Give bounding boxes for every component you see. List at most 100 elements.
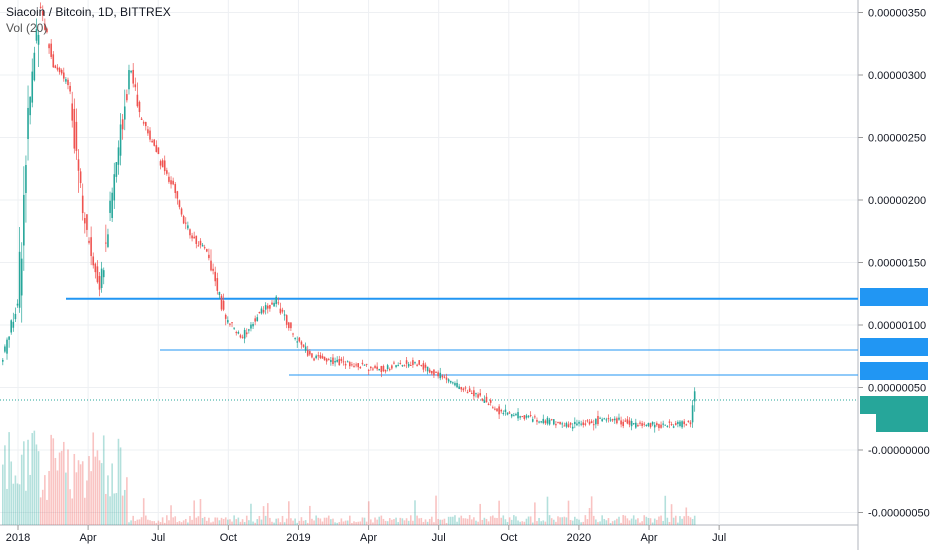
- volume-bar: [622, 515, 624, 525]
- candle-body: [483, 400, 486, 403]
- candle-body: [298, 337, 301, 342]
- volume-bar: [245, 515, 248, 525]
- volume-bar: [346, 520, 349, 525]
- candle-body: [330, 360, 332, 363]
- candle-body: [10, 320, 13, 333]
- candle-body: [60, 69, 63, 74]
- volume-bar: [279, 522, 282, 525]
- candle-body: [666, 426, 669, 428]
- candle-body: [178, 200, 181, 208]
- candle-body: [449, 380, 452, 383]
- volume-bar: [378, 516, 381, 525]
- volume-bar: [418, 518, 420, 525]
- volume-bar: [62, 441, 65, 525]
- candle-body: [20, 258, 23, 296]
- candle-body: [25, 164, 27, 193]
- volume-bar: [309, 505, 311, 525]
- candle-body: [159, 161, 162, 166]
- volume-bar: [233, 515, 235, 525]
- volume-bar: [96, 450, 99, 525]
- volume-bar: [370, 519, 372, 525]
- x-tick-label: Jul: [712, 532, 726, 544]
- candle-body: [681, 421, 683, 428]
- volume-bar: [613, 520, 616, 525]
- volume-bar: [555, 521, 557, 525]
- volume-bar: [155, 522, 158, 525]
- volume-bar: [180, 522, 183, 525]
- candle-body: [138, 101, 141, 113]
- volume-bar: [27, 439, 29, 525]
- candle-body: [687, 420, 690, 423]
- candle-body: [544, 420, 547, 424]
- volume-bar: [662, 520, 664, 525]
- volume-bar: [647, 517, 650, 525]
- volume-bar: [454, 515, 456, 525]
- volume-indicator-label[interactable]: Vol (20): [6, 21, 48, 35]
- candle-body: [504, 409, 507, 413]
- candle-body: [473, 390, 475, 397]
- candle-body: [513, 415, 515, 417]
- volume-bar: [325, 517, 328, 525]
- candle-body: [609, 419, 612, 421]
- volume-bar: [306, 522, 309, 525]
- candle-body: [168, 176, 170, 182]
- volume-bar: [470, 519, 473, 525]
- candle-body: [218, 291, 221, 296]
- volume-bar: [201, 518, 204, 525]
- candle-body: [428, 369, 431, 373]
- volume-bar: [109, 496, 111, 525]
- candle-body: [69, 85, 71, 92]
- y-tick-label: -0.00000000: [868, 445, 930, 457]
- candle-body: [653, 424, 656, 428]
- volume-bar: [531, 522, 534, 525]
- volume-bar: [260, 519, 263, 525]
- candle-body: [107, 234, 109, 247]
- candle-body: [8, 336, 10, 340]
- candle-body: [306, 350, 309, 356]
- volume-bar: [262, 506, 265, 525]
- candle-body: [233, 327, 235, 329]
- volume-bar: [264, 515, 267, 525]
- candle-body: [391, 365, 393, 369]
- candle-body: [649, 423, 652, 428]
- volume-bar: [641, 521, 643, 525]
- volume-bar: [10, 461, 13, 525]
- volume-bar: [84, 497, 86, 525]
- candle-body: [458, 386, 460, 389]
- candle-body: [628, 420, 631, 425]
- volume-bar: [403, 520, 406, 525]
- candle-body: [563, 425, 566, 427]
- volume-bar: [227, 519, 229, 525]
- candle-body: [260, 308, 263, 314]
- candle-body: [258, 312, 261, 314]
- volume-bar: [435, 495, 437, 525]
- volume-bar: [178, 521, 181, 525]
- candle-body: [590, 421, 593, 424]
- volume-bar: [302, 520, 305, 525]
- candle-body: [502, 412, 505, 414]
- volume-bar: [254, 522, 256, 525]
- volume-bar: [191, 519, 193, 525]
- volume-bar: [576, 518, 578, 525]
- candle-body: [635, 422, 637, 428]
- volume-bar: [639, 522, 641, 525]
- volume-bar: [691, 519, 694, 525]
- candle-body: [452, 382, 454, 384]
- volume-bar: [88, 456, 90, 525]
- candle-body: [506, 412, 509, 415]
- candle-body: [334, 360, 336, 363]
- candle-body: [180, 208, 183, 215]
- volume-bar: [681, 518, 683, 525]
- candle-body: [607, 418, 610, 420]
- candle-body: [420, 364, 423, 366]
- level-tag-2: [860, 338, 928, 356]
- volume-bar: [58, 452, 61, 525]
- symbol-title[interactable]: Siacoin / Bitcoin, 1D, BITTREX: [6, 5, 171, 19]
- candle-body: [176, 191, 179, 199]
- candle-body: [113, 174, 116, 201]
- volume-bar: [142, 498, 145, 525]
- volume-bar: [565, 517, 568, 525]
- candle-body: [672, 426, 675, 428]
